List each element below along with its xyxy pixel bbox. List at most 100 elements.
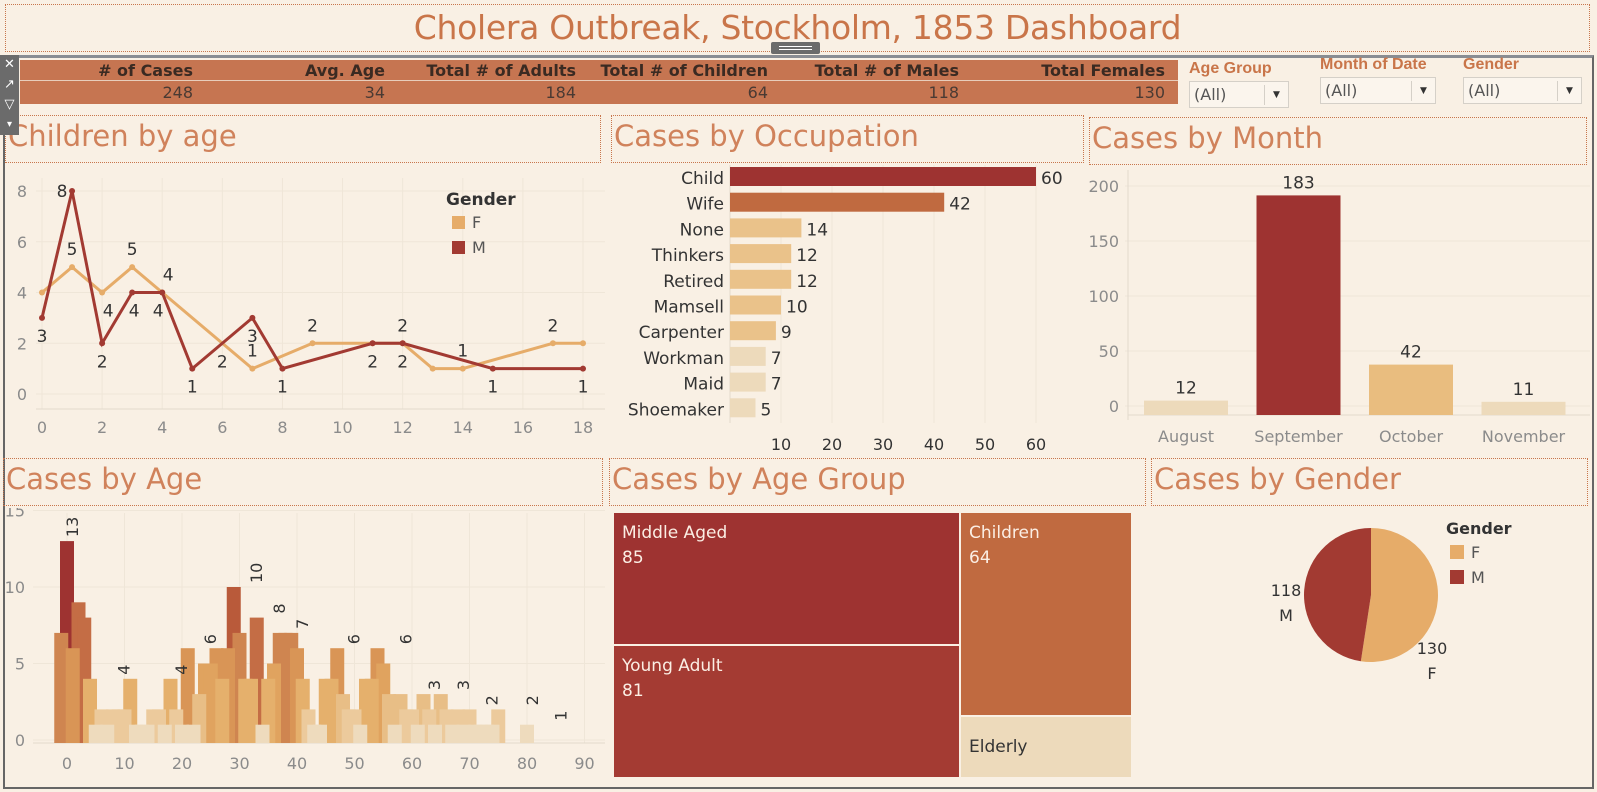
treemap-cell[interactable]: Children 64 xyxy=(960,512,1132,716)
data-point-F xyxy=(39,289,45,296)
y-tick-label: 4 xyxy=(17,284,27,303)
data-label-F: 2 xyxy=(397,316,408,336)
y-tick-label: 5 xyxy=(15,655,25,674)
sheet-title-cases-by-month: Cases by Month xyxy=(1089,117,1587,165)
bar xyxy=(730,192,945,212)
data-point-M xyxy=(99,340,106,347)
legend-swatch-F xyxy=(1450,545,1464,559)
data-label-F: 2 xyxy=(548,316,559,336)
data-point-M xyxy=(399,340,406,347)
y-tick-label: 15 xyxy=(5,508,25,521)
data-label: 6 xyxy=(201,634,220,644)
bar xyxy=(364,678,379,743)
x-tick-label: 6 xyxy=(217,418,227,437)
data-label-M: 1 xyxy=(277,378,288,398)
chart-cases-by-occupation[interactable]: 10 20 30 40 50 60 Child 60 Wife 42 None 14 Thinkers 1… xyxy=(605,165,1085,455)
x-tick-label: 14 xyxy=(453,418,473,437)
treemap-cell[interactable]: Young Adult 81 xyxy=(613,645,960,778)
bar xyxy=(730,218,802,238)
sheet-title-children-by-age: Children by age xyxy=(5,115,601,163)
y-tick-label: 6 xyxy=(17,233,27,252)
x-tick-label: 50 xyxy=(975,435,995,454)
filter-age-group-label: Age Group xyxy=(1189,60,1272,77)
data-point-M xyxy=(489,365,496,372)
kpi-header-adults: Total # of Adults xyxy=(426,61,576,80)
chevron-down-icon[interactable]: ▼ xyxy=(1264,85,1288,105)
chart-cases-by-month[interactable]: 0 50 100 150 200 12 August 183 September 42 Octobe… xyxy=(1085,165,1590,455)
bar xyxy=(730,372,766,392)
bar xyxy=(1481,401,1566,415)
bar xyxy=(1369,364,1453,415)
treemap-cell[interactable]: Elderly xyxy=(960,716,1132,778)
sheet-title-cases-by-age: Cases by Age xyxy=(3,458,603,506)
filter-icon[interactable]: ▽ xyxy=(4,97,15,112)
line-series-M xyxy=(40,190,583,372)
data-label: 10 xyxy=(786,298,808,318)
data-label-M: 1 xyxy=(487,378,498,398)
kpi-value-males: 118 xyxy=(928,83,959,102)
category-label: Shoemaker xyxy=(628,400,724,420)
treemap-label: Young Adult xyxy=(622,656,723,676)
x-tick-label: 60 xyxy=(1026,435,1046,454)
kpi-header-cases: # of Cases xyxy=(98,61,193,80)
category-label: Carpenter xyxy=(639,323,724,343)
dashboard-title: Cholera Outbreak, Stockholm, 1853 Dashbo… xyxy=(413,8,1182,47)
x-tick-label: 16 xyxy=(513,418,533,437)
y-tick-label: 200 xyxy=(1088,177,1119,196)
open-external-icon[interactable]: ↗ xyxy=(4,77,15,92)
pie-label-name-F: F xyxy=(1427,664,1436,683)
data-point-M xyxy=(39,314,45,321)
data-label-M: 4 xyxy=(153,302,164,322)
x-tick-label: October xyxy=(1379,427,1443,446)
chart-cases-by-age-group[interactable]: Middle Aged 85 Young Adult 81 Children 64 Elde… xyxy=(613,512,1145,778)
data-label: 3 xyxy=(454,680,473,690)
pie-slice-F xyxy=(1360,528,1439,662)
more-options-icon[interactable]: ▾ xyxy=(6,119,13,130)
bar xyxy=(485,724,500,743)
x-tick-label: September xyxy=(1254,427,1343,446)
bar xyxy=(203,663,218,743)
data-label: 60 xyxy=(1041,169,1063,189)
sheet-title-cases-by-occupation: Cases by Occupation xyxy=(611,115,1084,163)
data-label: 11 xyxy=(1513,380,1535,400)
bar xyxy=(730,398,756,418)
bar xyxy=(445,724,460,743)
filter-gender-label: Gender xyxy=(1463,56,1520,73)
close-icon[interactable]: ✕ xyxy=(4,57,15,72)
treemap-cell[interactable]: Middle Aged 85 xyxy=(613,512,960,645)
bar xyxy=(730,269,792,289)
x-tick-label: 30 xyxy=(873,435,893,454)
data-label-F: 1 xyxy=(457,342,468,362)
x-tick-label: 8 xyxy=(277,418,287,437)
data-label-M: 1 xyxy=(187,378,198,398)
y-tick-label: 2 xyxy=(17,334,27,353)
filter-age-group-select[interactable]: (All) ▼ xyxy=(1189,81,1289,108)
y-tick-label: 0 xyxy=(17,385,27,404)
x-tick-label: 10 xyxy=(114,754,134,773)
chevron-down-icon[interactable]: ▼ xyxy=(1411,81,1435,101)
filter-month-select[interactable]: (All) ▼ xyxy=(1320,77,1436,104)
bar xyxy=(65,648,80,743)
y-tick-label: 0 xyxy=(15,731,25,750)
x-tick-label: 12 xyxy=(392,418,412,437)
pie-slice-M xyxy=(1304,528,1371,662)
y-tick-label: 8 xyxy=(17,182,27,201)
bar xyxy=(54,632,69,743)
data-label: 12 xyxy=(796,246,818,266)
bar xyxy=(456,724,471,743)
data-label: 4 xyxy=(172,665,191,675)
bar xyxy=(100,724,115,743)
filter-gender-select[interactable]: (All) ▼ xyxy=(1463,77,1582,104)
drag-handle[interactable] xyxy=(771,42,820,54)
chevron-down-icon[interactable]: ▼ xyxy=(1557,81,1581,101)
data-label-F: 4 xyxy=(103,302,114,322)
data-label-M: 8 xyxy=(57,182,68,202)
kpi-value-females: 130 xyxy=(1134,83,1165,102)
kpi-value-avg-age: 34 xyxy=(364,83,385,102)
x-tick-label: 40 xyxy=(287,754,307,773)
filter-gender-value: (All) xyxy=(1468,81,1501,100)
